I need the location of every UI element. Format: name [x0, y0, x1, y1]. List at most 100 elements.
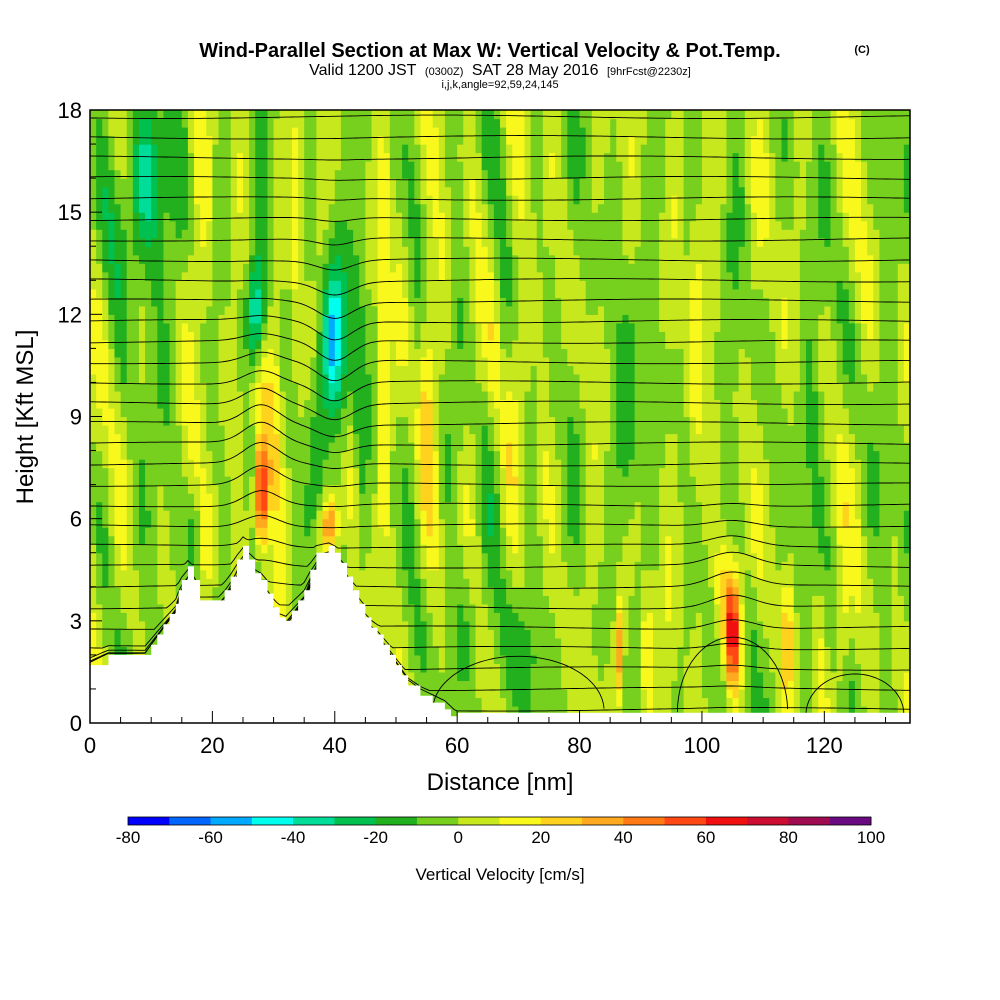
velocity-cell [573, 680, 581, 690]
velocity-cell [426, 442, 434, 452]
velocity-cell [328, 459, 336, 469]
velocity-cell [652, 493, 660, 503]
velocity-cell [567, 637, 575, 647]
velocity-cell [775, 620, 783, 630]
velocity-cell [652, 433, 660, 443]
velocity-cell [181, 425, 189, 435]
velocity-cell [457, 476, 464, 486]
velocity-cell [891, 561, 899, 571]
velocity-cell [573, 646, 581, 656]
velocity-cell [689, 629, 697, 639]
velocity-cell [879, 646, 887, 656]
velocity-cell [787, 705, 795, 716]
velocity-cell [114, 578, 122, 588]
velocity-cell [732, 595, 740, 605]
velocity-cell [371, 535, 379, 545]
velocity-cell [805, 586, 813, 596]
velocity-cell [451, 705, 458, 716]
velocity-cell [249, 433, 256, 443]
velocity-cell [420, 467, 428, 477]
velocity-cell [194, 459, 201, 469]
velocity-cell [799, 442, 807, 452]
velocity-cell [861, 561, 868, 571]
velocity-cell [181, 442, 189, 452]
velocity-cell [781, 612, 789, 622]
velocity-cell [714, 586, 721, 596]
velocity-cell [530, 680, 538, 690]
velocity-cell [181, 518, 189, 528]
velocity-cell [120, 493, 128, 503]
velocity-cell [744, 433, 752, 443]
velocity-cell [347, 561, 354, 571]
velocity-cell [824, 569, 832, 579]
velocity-cell [218, 569, 226, 579]
velocity-cell [885, 578, 893, 588]
velocity-cell [628, 688, 636, 699]
velocity-cell [108, 416, 116, 426]
velocity-cell [689, 620, 697, 630]
velocity-cell [861, 510, 868, 520]
velocity-cell [408, 544, 415, 554]
velocity-cell [903, 501, 910, 511]
velocity-cell [775, 578, 783, 588]
velocity-cell [769, 637, 776, 647]
velocity-cell [230, 433, 238, 443]
velocity-cell [236, 518, 244, 528]
velocity-cell [616, 467, 623, 477]
velocity-cell [561, 612, 568, 622]
velocity-cell [132, 620, 140, 630]
velocity-cell [604, 450, 611, 460]
velocity-cell [249, 407, 256, 418]
velocity-cell [640, 697, 648, 707]
velocity-cell [818, 646, 825, 656]
velocity-cell [652, 442, 660, 452]
velocity-cell [708, 688, 715, 699]
velocity-cell [261, 493, 269, 503]
velocity-cell [267, 484, 275, 494]
velocity-cell [536, 527, 544, 537]
velocity-cell [683, 493, 691, 503]
velocity-cell [383, 527, 391, 537]
velocity-cell [854, 416, 862, 426]
velocity-cell [646, 442, 654, 452]
velocity-cell [120, 476, 128, 486]
velocity-cell [114, 620, 122, 630]
velocity-cell [867, 603, 874, 613]
velocity-cell [591, 510, 599, 520]
velocity-cell [585, 450, 593, 460]
velocity-cell [163, 399, 171, 409]
velocity-cell [659, 697, 666, 707]
velocity-cell [518, 501, 526, 511]
velocity-cell [481, 476, 489, 486]
velocity-cell [793, 578, 801, 588]
velocity-cell [408, 476, 415, 486]
velocity-cell [879, 552, 887, 562]
velocity-cell [830, 654, 838, 664]
velocity-cell [597, 535, 605, 545]
velocity-cell [389, 416, 397, 426]
velocity-cell [206, 527, 213, 537]
velocity-cell [524, 620, 532, 630]
velocity-cell [322, 518, 330, 528]
velocity-cell [561, 476, 568, 486]
velocity-cell [903, 671, 910, 682]
velocity-cell [518, 544, 526, 554]
velocity-cell [377, 578, 385, 588]
velocity-cell [224, 442, 232, 452]
velocity-cell [475, 518, 483, 528]
velocity-cell [805, 637, 813, 647]
velocity-cell [567, 425, 575, 435]
velocity-cell [512, 425, 519, 435]
velocity-cell [383, 544, 391, 554]
velocity-cell [157, 442, 165, 452]
velocity-cell [659, 518, 666, 528]
velocity-cell [493, 416, 501, 426]
velocity-cell [267, 493, 275, 503]
velocity-cell [873, 544, 880, 554]
plot-area [90, 110, 910, 723]
velocity-cell [96, 467, 103, 477]
velocity-cell [402, 518, 409, 528]
velocity-cell [579, 450, 587, 460]
velocity-cell [622, 569, 630, 579]
velocity-cell [903, 561, 910, 571]
